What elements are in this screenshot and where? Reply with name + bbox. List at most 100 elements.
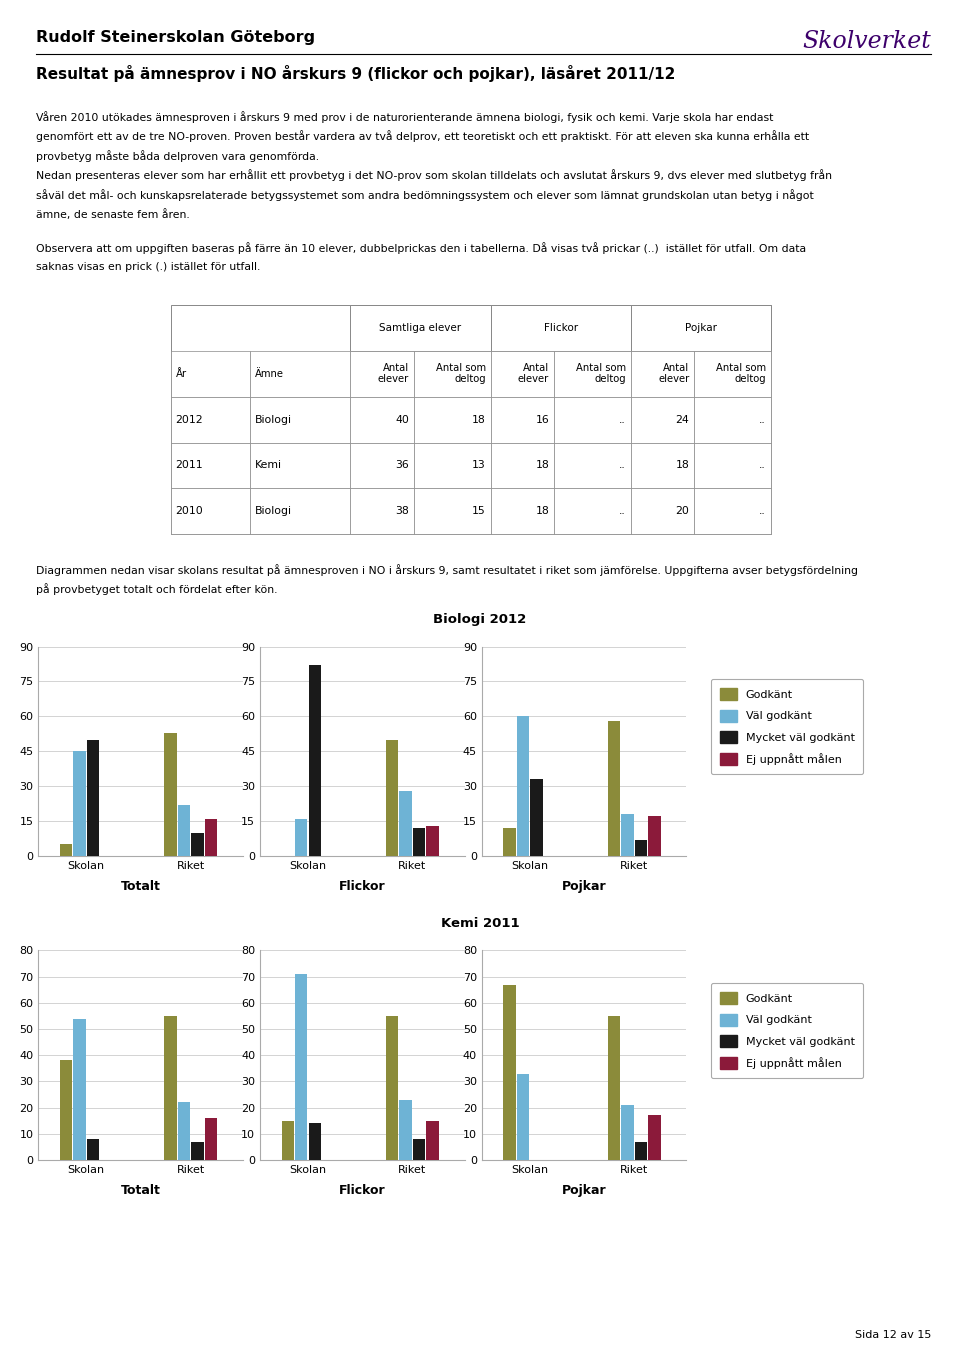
Text: År: År <box>176 369 187 378</box>
Text: Biologi: Biologi <box>254 507 292 516</box>
Bar <box>73 1019 85 1161</box>
Text: Pojkar: Pojkar <box>684 323 717 332</box>
Text: 2010: 2010 <box>176 507 204 516</box>
Text: Antal som
deltog: Antal som deltog <box>716 363 766 385</box>
Text: provbetyg måste båda delproven vara genomförda.: provbetyg måste båda delproven vara geno… <box>36 150 320 162</box>
Bar <box>73 751 85 857</box>
Bar <box>554 443 631 489</box>
Text: 38: 38 <box>396 507 409 516</box>
Bar <box>648 816 660 857</box>
Text: 40: 40 <box>396 415 409 424</box>
Text: Ämne: Ämne <box>254 369 283 378</box>
Bar <box>503 828 516 857</box>
Bar <box>631 305 771 351</box>
Text: 18: 18 <box>536 507 549 516</box>
Bar <box>631 397 694 443</box>
Bar <box>414 443 491 489</box>
Bar <box>554 351 631 397</box>
Bar <box>86 1139 99 1161</box>
Bar <box>631 489 694 535</box>
Text: 13: 13 <box>472 461 486 470</box>
Text: Biologi 2012: Biologi 2012 <box>433 613 527 626</box>
Bar <box>554 489 631 535</box>
Text: på provbetyget totalt och fördelat efter kön.: på provbetyget totalt och fördelat efter… <box>36 584 278 596</box>
Text: Pojkar: Pojkar <box>562 881 607 893</box>
Text: 18: 18 <box>676 461 689 470</box>
Bar <box>171 443 250 489</box>
Bar <box>426 825 439 857</box>
Text: saknas visas en prick (.) istället för utfall.: saknas visas en prick (.) istället för u… <box>36 262 261 272</box>
Bar <box>694 397 771 443</box>
Bar <box>635 1142 647 1161</box>
Text: Resultat på ämnesprov i NO årskurs 9 (flickor och pojkar), läsåret 2011/12: Resultat på ämnesprov i NO årskurs 9 (fl… <box>36 65 676 82</box>
Bar <box>491 305 631 351</box>
Text: 18: 18 <box>536 461 549 470</box>
Text: ..: .. <box>619 507 626 516</box>
Bar <box>608 1016 620 1161</box>
Text: Diagrammen nedan visar skolans resultat på ämnesproven i NO i årskurs 9, samt re: Diagrammen nedan visar skolans resultat … <box>36 563 858 576</box>
Text: 18: 18 <box>472 415 486 424</box>
Bar <box>250 397 350 443</box>
Bar <box>621 1105 634 1161</box>
Text: Totalt: Totalt <box>121 1185 160 1197</box>
Bar <box>503 985 516 1161</box>
Bar <box>413 1139 425 1161</box>
Bar <box>171 397 250 443</box>
Text: Antal som
deltog: Antal som deltog <box>436 363 486 385</box>
Bar <box>694 443 771 489</box>
Bar <box>516 716 529 857</box>
Text: 24: 24 <box>676 415 689 424</box>
Bar <box>648 1116 660 1161</box>
Bar <box>191 832 204 857</box>
Bar <box>399 1100 412 1161</box>
Bar <box>399 790 412 857</box>
Text: 20: 20 <box>676 507 689 516</box>
Text: Våren 2010 utökades ämnesproven i årskurs 9 med prov i de naturorienterande ämne: Våren 2010 utökades ämnesproven i årskur… <box>36 111 774 123</box>
Bar <box>295 819 307 857</box>
Bar <box>171 305 771 535</box>
Text: 2012: 2012 <box>176 415 204 424</box>
Text: Antal som
deltog: Antal som deltog <box>576 363 626 385</box>
Bar <box>413 828 425 857</box>
Text: Biologi: Biologi <box>254 415 292 424</box>
Bar <box>386 1016 398 1161</box>
Text: genomfört ett av de tre NO-proven. Proven består vardera av två delprov, ett teo: genomfört ett av de tre NO-proven. Prove… <box>36 131 809 142</box>
Text: ..: .. <box>759 461 766 470</box>
Bar <box>350 489 414 535</box>
Text: Antal
elever: Antal elever <box>517 363 549 385</box>
Text: såväl det mål- och kunskapsrelaterade betygssystemet som andra bedömningssystem : såväl det mål- och kunskapsrelaterade be… <box>36 189 814 201</box>
Bar <box>631 443 694 489</box>
Bar <box>250 489 350 535</box>
Text: Samtliga elever: Samtliga elever <box>379 323 462 332</box>
Text: ..: .. <box>619 415 626 424</box>
Text: Kemi 2011: Kemi 2011 <box>441 917 519 929</box>
Text: Nedan presenteras elever som har erhållit ett provbetyg i det NO-prov som skolan: Nedan presenteras elever som har erhålli… <box>36 169 832 181</box>
Bar <box>295 974 307 1161</box>
Bar <box>350 443 414 489</box>
Bar <box>621 815 634 857</box>
Bar <box>178 1102 190 1161</box>
Legend: Godkänt, Väl godkänt, Mycket väl godkänt, Ej uppnått målen: Godkänt, Väl godkänt, Mycket väl godkänt… <box>711 984 863 1078</box>
Bar <box>204 1119 217 1161</box>
Legend: Godkänt, Väl godkänt, Mycket väl godkänt, Ej uppnått målen: Godkänt, Väl godkänt, Mycket väl godkänt… <box>711 680 863 774</box>
Bar <box>608 721 620 857</box>
Text: Pojkar: Pojkar <box>562 1185 607 1197</box>
Text: Sida 12 av 15: Sida 12 av 15 <box>854 1331 931 1340</box>
Bar <box>491 351 554 397</box>
Text: Antal
elever: Antal elever <box>377 363 409 385</box>
Text: Rudolf Steinerskolan Göteborg: Rudolf Steinerskolan Göteborg <box>36 30 316 45</box>
Text: Flickor: Flickor <box>543 323 578 332</box>
Bar <box>178 805 190 857</box>
Text: ..: .. <box>619 461 626 470</box>
Bar <box>414 351 491 397</box>
Text: ämne, de senaste fem åren.: ämne, de senaste fem åren. <box>36 208 190 220</box>
Bar <box>414 397 491 443</box>
Text: ..: .. <box>759 415 766 424</box>
Bar <box>308 665 321 857</box>
Bar <box>350 397 414 443</box>
Text: 16: 16 <box>536 415 549 424</box>
Bar <box>204 819 217 857</box>
Bar <box>491 489 554 535</box>
Bar <box>86 739 99 857</box>
Bar <box>281 1120 294 1161</box>
